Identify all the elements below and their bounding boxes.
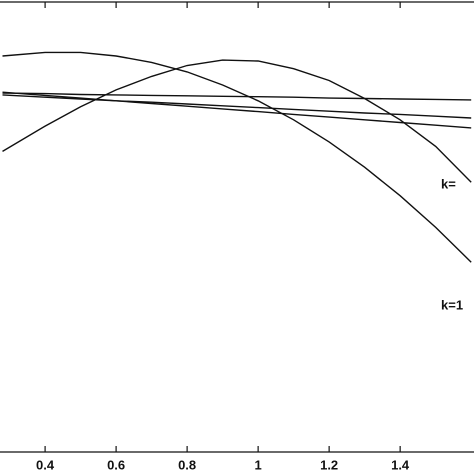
line-series bbox=[2, 92, 472, 101]
x-tick-label: 1 bbox=[255, 457, 262, 472]
x-tick-label: 0.6 bbox=[107, 457, 125, 472]
line-series bbox=[2, 91, 472, 129]
annotation: k= bbox=[441, 176, 456, 191]
annotation: k=1 bbox=[441, 297, 463, 312]
line-series bbox=[2, 59, 472, 183]
x-tick-label: 0.4 bbox=[36, 457, 55, 472]
x-tick-label: 1.2 bbox=[320, 457, 338, 472]
line-series bbox=[2, 94, 472, 119]
line-series bbox=[2, 51, 472, 263]
x-tick-label: 0.8 bbox=[178, 457, 196, 472]
x-tick-label: 1.4 bbox=[391, 457, 410, 472]
